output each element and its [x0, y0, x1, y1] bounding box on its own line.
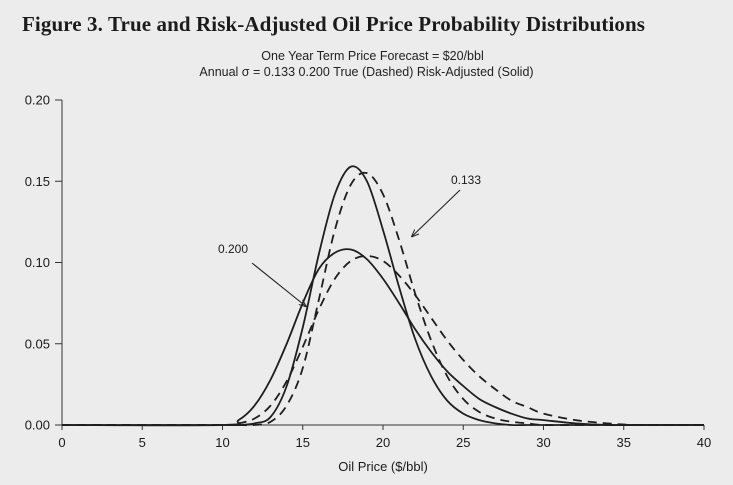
annotation-label-0200: 0.200: [218, 242, 248, 256]
series-sigma-0133-risk-adjusted-solid: [61, 165, 704, 427]
series-sigma-0133-true-dashed: [61, 171, 704, 427]
x-tick-label: 35: [617, 435, 631, 450]
x-tick-label: 40: [697, 435, 711, 450]
x-axis-label: Oil Price ($/bbl): [338, 459, 428, 474]
figure-title: Figure 3. True and Risk-Adjusted Oil Pri…: [22, 12, 646, 36]
x-tick-label: 20: [376, 435, 390, 450]
series-sigma-0200-true-dashed: [61, 255, 705, 427]
x-tick-label: 5: [139, 435, 146, 450]
x-tick-label: 0: [58, 435, 65, 450]
x-tick-label: 25: [456, 435, 470, 450]
y-tick-label: 0.20: [25, 93, 50, 108]
chart-subtitle-line-1: One Year Term Price Forecast = $20/bbl: [261, 49, 484, 63]
x-tick-label: 10: [215, 435, 229, 450]
x-tick-label: 15: [296, 435, 310, 450]
y-tick-label: 0.15: [25, 174, 50, 189]
annotation-label-0133: 0.133: [451, 173, 481, 187]
y-tick-label: 0.00: [25, 418, 50, 433]
x-tick-label: 30: [536, 435, 550, 450]
y-tick-label: 0.10: [25, 255, 50, 270]
annotation-arrow: [412, 189, 461, 237]
annotation-arrow: [251, 262, 306, 306]
y-tick-label: 0.05: [25, 336, 50, 351]
series-sigma-0200-risk-adjusted-solid: [61, 248, 704, 427]
chart-subtitle-line-2: Annual σ = 0.133 0.200 True (Dashed) Ris…: [199, 65, 534, 79]
